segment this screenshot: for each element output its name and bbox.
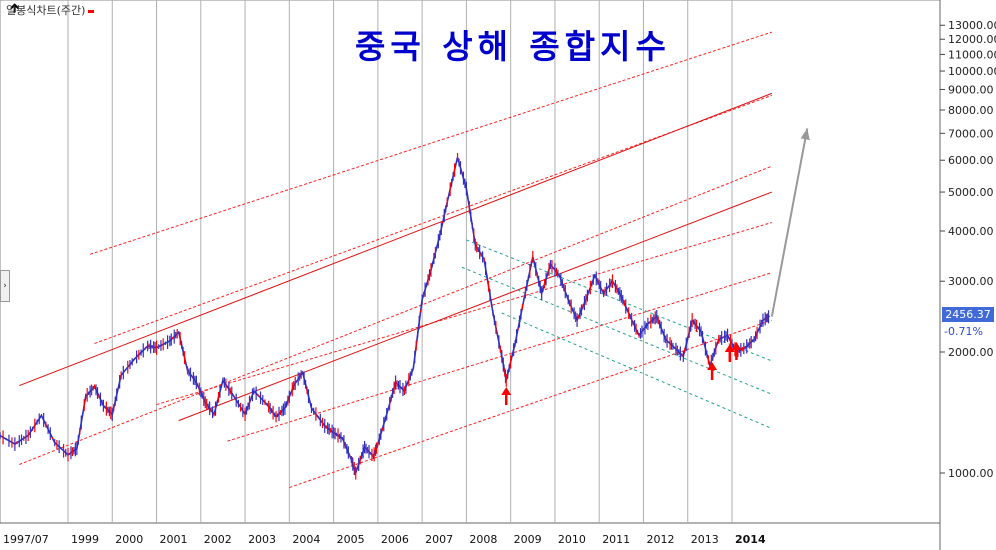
red-trend-line — [178, 191, 773, 422]
x-tick-label: 2003 — [248, 533, 276, 546]
side-panel-toggle[interactable]: › — [0, 270, 10, 302]
red-trend-line — [19, 92, 773, 387]
buy-signal-arrow-icon — [731, 342, 742, 360]
y-tick-label: 5000.00 — [948, 186, 994, 199]
red-channel-line — [156, 222, 772, 406]
x-tick-label: 2009 — [514, 533, 542, 546]
chart-title: 중국 상해 종합지수 — [355, 27, 671, 66]
x-tick-label: 2001 — [160, 533, 188, 546]
chart-legend[interactable]: 일봉식차트(주간) — [6, 2, 95, 18]
y-tick-label: 13000.00 — [948, 19, 996, 32]
legend-label: 일봉식차트(주간) — [6, 4, 86, 17]
x-tick-label: 2005 — [337, 533, 365, 546]
y-tick-label: 12000.00 — [948, 33, 996, 46]
x-tick-label: 2008 — [469, 533, 497, 546]
arrow-cursor-icon: 🡹 — [10, 1, 20, 16]
legend-color-swatch — [88, 9, 95, 13]
x-tick-label: 2000 — [115, 533, 143, 546]
y-tick-label: 8000.00 — [948, 104, 994, 117]
x-tick-label: 1997/07 — [3, 533, 49, 546]
plot-area — [0, 0, 941, 524]
y-tick-label: 7000.00 — [948, 127, 994, 140]
price-change-label: -0.71% — [944, 325, 983, 338]
buy-signal-arrow-icon — [501, 387, 512, 405]
teal-channel-line — [466, 239, 773, 362]
forecast-arrowhead — [800, 128, 810, 141]
y-tick-label: 1000.00 — [948, 467, 994, 480]
last-price-badge: 2456.37 — [942, 307, 994, 322]
x-tick-label: 2002 — [204, 533, 232, 546]
x-tick-label: 2007 — [425, 533, 453, 546]
y-tick-label: 6000.00 — [948, 154, 994, 167]
x-tick-label: 2011 — [602, 533, 630, 546]
x-tick-label: 2013 — [691, 533, 719, 546]
x-tick-label: 2010 — [558, 533, 586, 546]
red-channel-line — [89, 31, 772, 255]
y-tick-label: 10000.00 — [948, 65, 996, 78]
forecast-arrow — [770, 128, 809, 317]
y-tick-label: 2000.00 — [948, 346, 994, 359]
x-tick-label: 2014 — [735, 533, 766, 546]
x-tick-label: 2012 — [646, 533, 674, 546]
x-tick-label: 2004 — [292, 533, 320, 546]
y-tick-label: 4000.00 — [948, 225, 994, 238]
red-channel-line — [289, 319, 773, 489]
y-tick-label: 3000.00 — [948, 275, 994, 288]
teal-channel-line — [461, 266, 773, 395]
buy-signal-arrow-icon — [707, 362, 718, 380]
x-tick-label: 2006 — [381, 533, 409, 546]
y-tick-label: 9000.00 — [948, 83, 994, 96]
y-tick-label: 11000.00 — [948, 48, 996, 61]
x-tick-label: 1999 — [71, 533, 99, 546]
teal-channel-line — [501, 312, 773, 430]
